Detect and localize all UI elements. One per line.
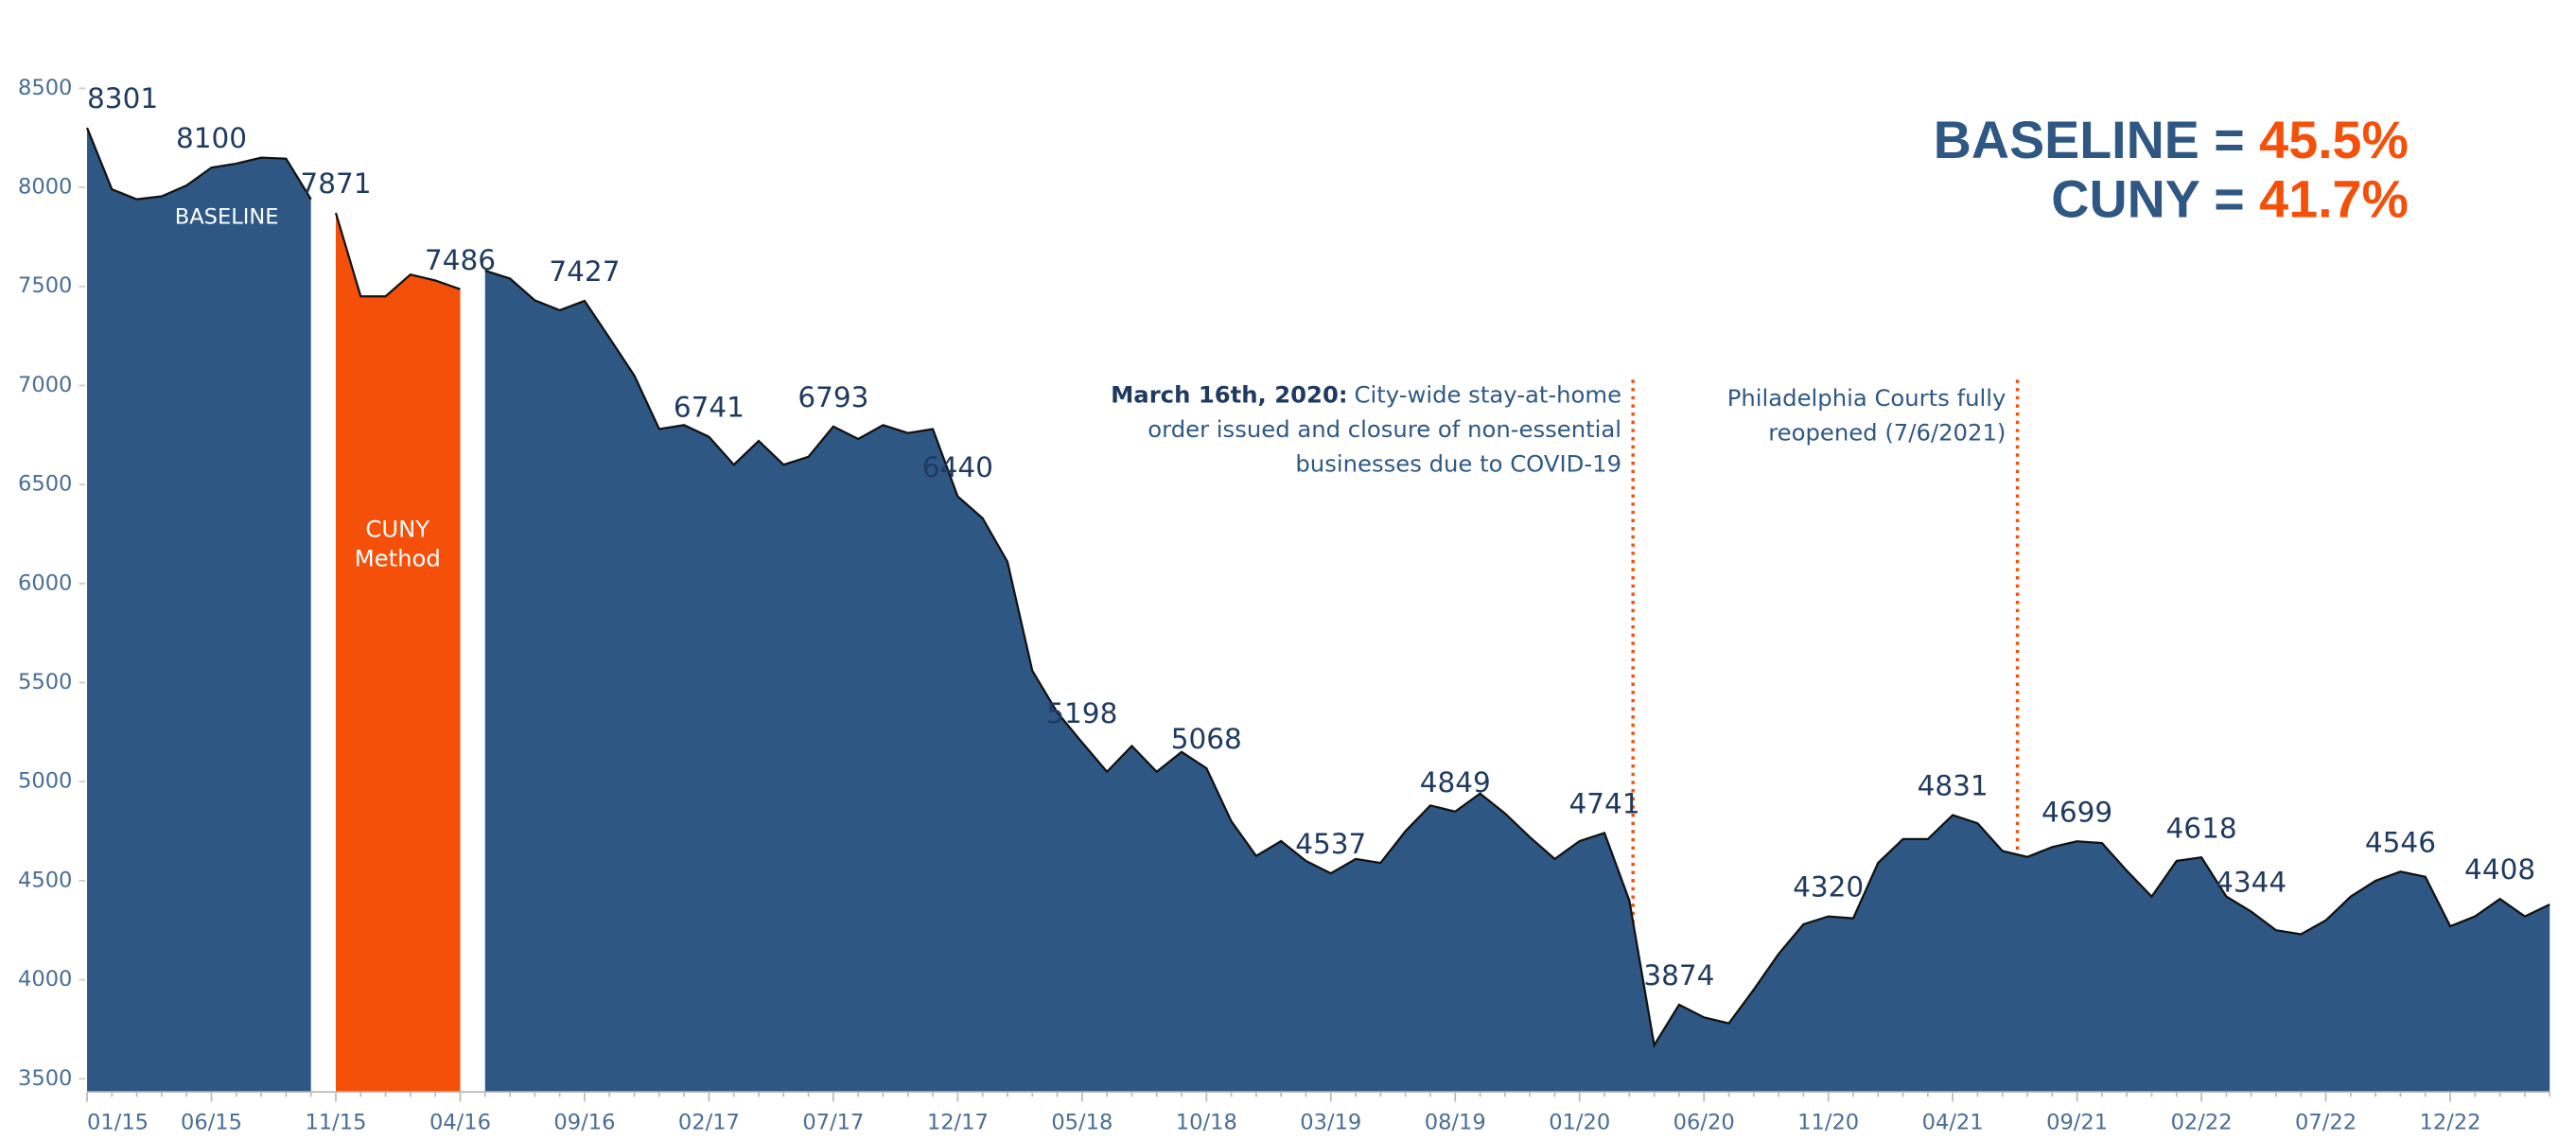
summary-label: BASELINE = — [1934, 111, 2245, 169]
area-outline — [334, 212, 461, 298]
x-tick-label: 12/17 — [927, 1110, 989, 1134]
data-label: 7486 — [425, 244, 496, 276]
y-tick-label: 6000 — [18, 570, 72, 595]
x-tick-label: 02/17 — [678, 1110, 740, 1134]
x-tick-label: 01/15 — [87, 1110, 149, 1134]
x-tick-label: 10/18 — [1176, 1110, 1237, 1134]
y-tick-label: 3500 — [18, 1066, 72, 1091]
x-tick-label: 05/18 — [1051, 1110, 1113, 1134]
x-tick-label: 06/20 — [1674, 1110, 1735, 1134]
data-label: 4320 — [1793, 871, 1864, 904]
y-tick-label: 4500 — [18, 868, 72, 892]
x-tick-label: 01/20 — [1549, 1110, 1610, 1134]
annotation: Philadelphia Courts fully — [1727, 384, 2006, 412]
data-label: 5198 — [1046, 697, 1117, 729]
x-tick-label: 12/22 — [2420, 1110, 2481, 1134]
area — [87, 128, 311, 1093]
x-tick-label: 09/16 — [553, 1110, 615, 1134]
y-tick-label: 8500 — [18, 76, 72, 100]
x-tick-label: 06/15 — [181, 1110, 242, 1134]
y-tick-label: 7500 — [18, 273, 72, 298]
x-tick-label: 08/19 — [1425, 1110, 1486, 1134]
x-tick-label: 03/19 — [1300, 1110, 1361, 1134]
data-label: 4546 — [2365, 826, 2436, 858]
data-label: 7427 — [549, 255, 620, 288]
data-label: 8301 — [87, 82, 158, 114]
y-tick-label: 4000 — [18, 967, 72, 992]
area-label: BASELINE — [175, 205, 279, 230]
data-label: 4344 — [2216, 867, 2287, 899]
annotation: businesses due to COVID-19 — [1295, 449, 1621, 477]
area — [484, 271, 2550, 1093]
x-tick-label: 07/17 — [802, 1110, 864, 1134]
x-tick-label: 09/21 — [2046, 1110, 2108, 1134]
y-tick-label: 5000 — [18, 769, 72, 794]
data-label: 4699 — [2042, 796, 2112, 828]
y-tick-label: 5500 — [18, 670, 72, 694]
area — [335, 213, 461, 1093]
data-label: 4618 — [2166, 812, 2237, 844]
summary-line: CUNY = 41.7% — [2051, 169, 2409, 228]
data-label: 3874 — [1643, 959, 1714, 992]
y-tick-label: 8000 — [18, 175, 72, 200]
data-label: 6440 — [922, 451, 993, 483]
data-label: 5068 — [1171, 723, 1242, 755]
area-outline — [85, 127, 312, 201]
data-label: 4831 — [1918, 770, 1989, 802]
x-tick-label: 11/20 — [1797, 1110, 1859, 1134]
y-tick-label: 6500 — [18, 472, 72, 497]
area-label: CUNY — [365, 516, 429, 543]
annotation: reopened (7/6/2021) — [1768, 419, 2006, 447]
data-label: 8100 — [176, 122, 247, 154]
data-label: 4741 — [1568, 788, 1639, 820]
annotation: March 16th, 2020: City-wide stay-at-home — [1111, 381, 1621, 409]
annotation: order issued and closure of non-essentia… — [1148, 415, 1621, 443]
x-tick-label: 02/22 — [2171, 1110, 2233, 1134]
annotation-lead: March 16th, 2020: — [1111, 381, 1347, 409]
x-tick-label: 04/21 — [1922, 1110, 1984, 1134]
summary-label: CUNY = — [2051, 169, 2244, 228]
data-label: 4408 — [2464, 853, 2535, 886]
summary-value: 45.5% — [2259, 111, 2409, 169]
data-label: 6741 — [674, 392, 745, 424]
area-label: Method — [355, 545, 441, 572]
area-outline — [484, 269, 2550, 1048]
y-tick-label: 7000 — [18, 373, 72, 397]
x-tick-label: 04/16 — [429, 1110, 491, 1134]
annotation-text: City-wide stay-at-home — [1355, 381, 1622, 409]
x-tick-label: 11/15 — [305, 1110, 366, 1134]
data-label: 7871 — [300, 167, 371, 200]
data-label: 6793 — [797, 381, 868, 413]
summary-value: 41.7% — [2259, 169, 2409, 228]
data-label: 4537 — [1295, 828, 1366, 860]
x-tick-label: 07/22 — [2295, 1110, 2357, 1134]
data-label: 4849 — [1420, 766, 1491, 799]
summary-line: BASELINE = 45.5% — [1934, 111, 2409, 169]
